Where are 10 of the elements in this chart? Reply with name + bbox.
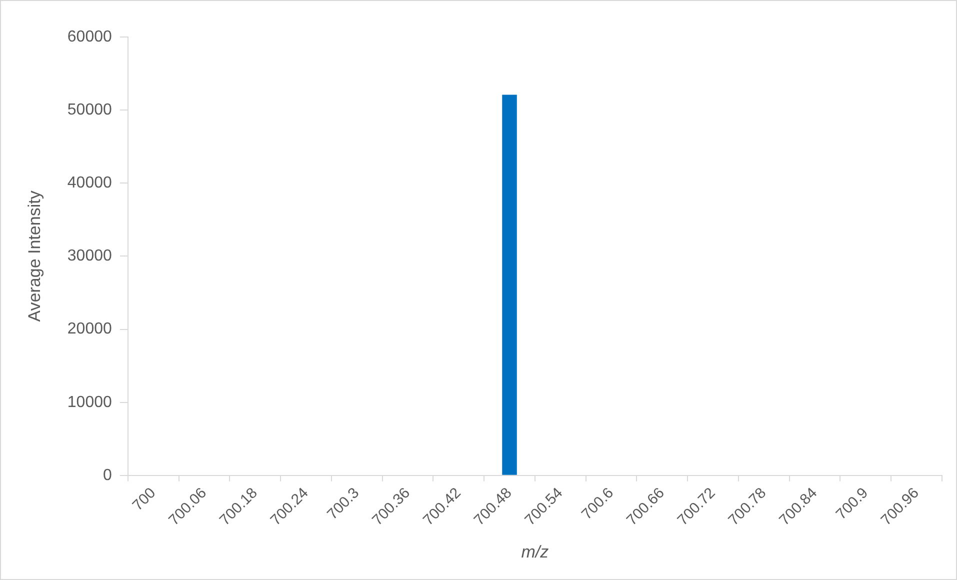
y-tick-label: 10000	[67, 394, 112, 411]
y-tick-label: 60000	[67, 28, 112, 46]
x-axis-title: m/z	[521, 542, 550, 562]
y-tick-label: 0	[102, 466, 112, 484]
y-tick-label: 50000	[67, 101, 112, 118]
y-axis-title: Average Intensity	[24, 190, 44, 322]
y-tick-label: 20000	[67, 320, 112, 338]
y-tick-label: 40000	[67, 174, 112, 192]
x-tick-label: 700	[129, 484, 160, 514]
y-tick-label: 30000	[67, 248, 112, 265]
